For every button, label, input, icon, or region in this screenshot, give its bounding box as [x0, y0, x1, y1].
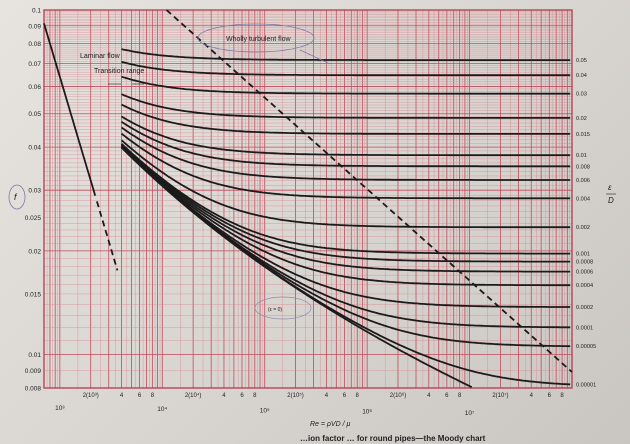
curve-roughness: [121, 48, 571, 61]
x-tick-label: 8: [151, 393, 155, 399]
roughness-label: 0.008: [576, 164, 590, 170]
roughness-label: 0.01: [576, 153, 587, 159]
x-tick-label: 8: [356, 393, 360, 399]
x-tick-label: 8: [253, 393, 257, 399]
x-tick-label: 2(10⁴): [185, 392, 202, 399]
wholly-turbulent-arrow: [299, 49, 331, 65]
x-tick-label: 2(10⁷): [492, 392, 508, 399]
curve-roughness: [120, 139, 571, 229]
y-tick-label: 0.06: [28, 84, 41, 91]
x-tick-label: 2(10³): [83, 393, 99, 399]
roughness-label: 0.00001: [576, 383, 596, 389]
roughness-label: 0.0001: [576, 325, 593, 331]
curve-laminar-dashed: [96, 201, 119, 271]
roughness-label: 0.006: [576, 178, 590, 184]
x-tick-label: 2(10⁵): [287, 392, 304, 399]
roughness-label: 0.04: [576, 73, 587, 79]
annotations: Wholly turbulent flow Laminar flow Trans…: [8, 23, 616, 443]
x-tick-label: 8: [458, 393, 462, 399]
roughness-labels: 0.05 0.04 0.03 0.02 0.015 0.01 0.008 0.006 0.004…: [576, 58, 596, 388]
curve-roughness: [120, 132, 571, 200]
caption-fragment: …ion factor … for round pipes—the Moody …: [300, 434, 486, 443]
x-major-label: 10⁶: [362, 409, 372, 416]
roughness-label: 0.001: [576, 252, 590, 258]
curve-roughness: [121, 126, 571, 181]
y-tick-label: 0.008: [25, 386, 42, 393]
curve-roughness: [120, 146, 571, 308]
right-label-eps: ε: [608, 183, 612, 192]
y-tick-label: 0.09: [28, 23, 41, 30]
plot-frame: [43, 9, 573, 389]
x-tick-label: 2(10⁶): [390, 392, 406, 399]
wholly-turbulent-circle: [197, 23, 315, 53]
curve-roughness: [120, 143, 571, 263]
y-tick-label: 0.025: [25, 215, 42, 222]
curve-roughness: [121, 93, 571, 119]
x-tick-labels: 2(10³) 4 6 8 2(10⁴) 4 6 8 2(10⁵) 4 6 8 2(10⁶) 4 6 8 2(10…: [55, 392, 564, 417]
x-tick-label: 6: [240, 393, 244, 399]
curve-roughness: [120, 143, 571, 255]
annotation-small-note: (ε = 0): [268, 307, 282, 313]
curve-wholly-turbulent-boundary: [165, 9, 573, 373]
roughness-label: 0.0004: [576, 283, 593, 289]
y-tick-label: 0.07: [28, 61, 41, 68]
x-tick-label: 4: [325, 393, 329, 399]
x-tick-label: 8: [560, 393, 564, 399]
y-axis-label: f: [14, 192, 18, 202]
roughness-label: 0.02: [576, 116, 587, 122]
x-tick-label: 6: [343, 393, 347, 399]
x-major-label: 10³: [55, 405, 65, 412]
x-tick-label: 6: [548, 393, 552, 399]
roughness-label: 0.00005: [576, 344, 596, 350]
curve-laminar: [43, 23, 97, 196]
x-major-label: 10⁵: [260, 407, 270, 414]
roughness-label: 0.004: [576, 196, 590, 202]
annotation-wholly-turbulent: Wholly turbulent flow: [226, 36, 292, 43]
y-tick-labels: 0.1 0.09 0.08 0.07 0.06 0.05 0.04 0.03 0.025 0.02…: [25, 8, 42, 393]
y-tick-label: 0.05: [28, 111, 41, 118]
roughness-label: 0.0008: [576, 260, 593, 266]
x-tick-label: 4: [427, 393, 431, 399]
roughness-label: 0.0002: [576, 305, 593, 311]
x-tick-label: 4: [222, 393, 226, 399]
roughness-label: 0.03: [576, 92, 587, 98]
curve-roughness: [120, 144, 571, 273]
y-tick-label: 0.015: [25, 291, 42, 298]
curve-roughness: [121, 121, 571, 168]
y-tick-label: 0.03: [28, 188, 41, 195]
y-tick-label: 0.009: [25, 368, 42, 375]
x-tick-label: 4: [530, 393, 534, 399]
x-tick-label: 6: [445, 393, 449, 399]
curve-smooth-pipe: [120, 146, 473, 389]
x-axis-label: Re = ρVD / μ: [310, 421, 350, 428]
annotation-transition: Transition range: [94, 68, 144, 75]
f-circle: [8, 184, 26, 210]
right-label-d: D: [608, 196, 614, 205]
x-major-label: 10⁴: [157, 406, 167, 413]
curve-roughness: [121, 61, 571, 77]
y-tick-label: 0.02: [28, 248, 41, 255]
annotation-laminar: Laminar flow: [80, 53, 121, 60]
y-tick-label: 0.01: [28, 352, 41, 359]
roughness-label: 0.015: [576, 132, 590, 138]
curves: [43, 9, 573, 389]
curve-roughness: [121, 75, 571, 95]
y-tick-label: 0.08: [28, 41, 41, 48]
y-tick-label: 0.04: [28, 145, 41, 152]
roughness-label: 0.0006: [576, 270, 593, 276]
x-tick-label: 6: [138, 393, 142, 399]
small-note-circle: [254, 296, 312, 320]
y-tick-label: 0.1: [32, 8, 41, 15]
curve-roughness: [121, 115, 571, 157]
curve-roughness: [120, 145, 571, 287]
x-tick-label: 4: [120, 393, 124, 399]
curve-roughness: [121, 103, 571, 135]
roughness-label: 0.05: [576, 58, 587, 64]
roughness-label: 0.002: [576, 225, 590, 231]
x-major-label: 10⁷: [465, 410, 475, 417]
